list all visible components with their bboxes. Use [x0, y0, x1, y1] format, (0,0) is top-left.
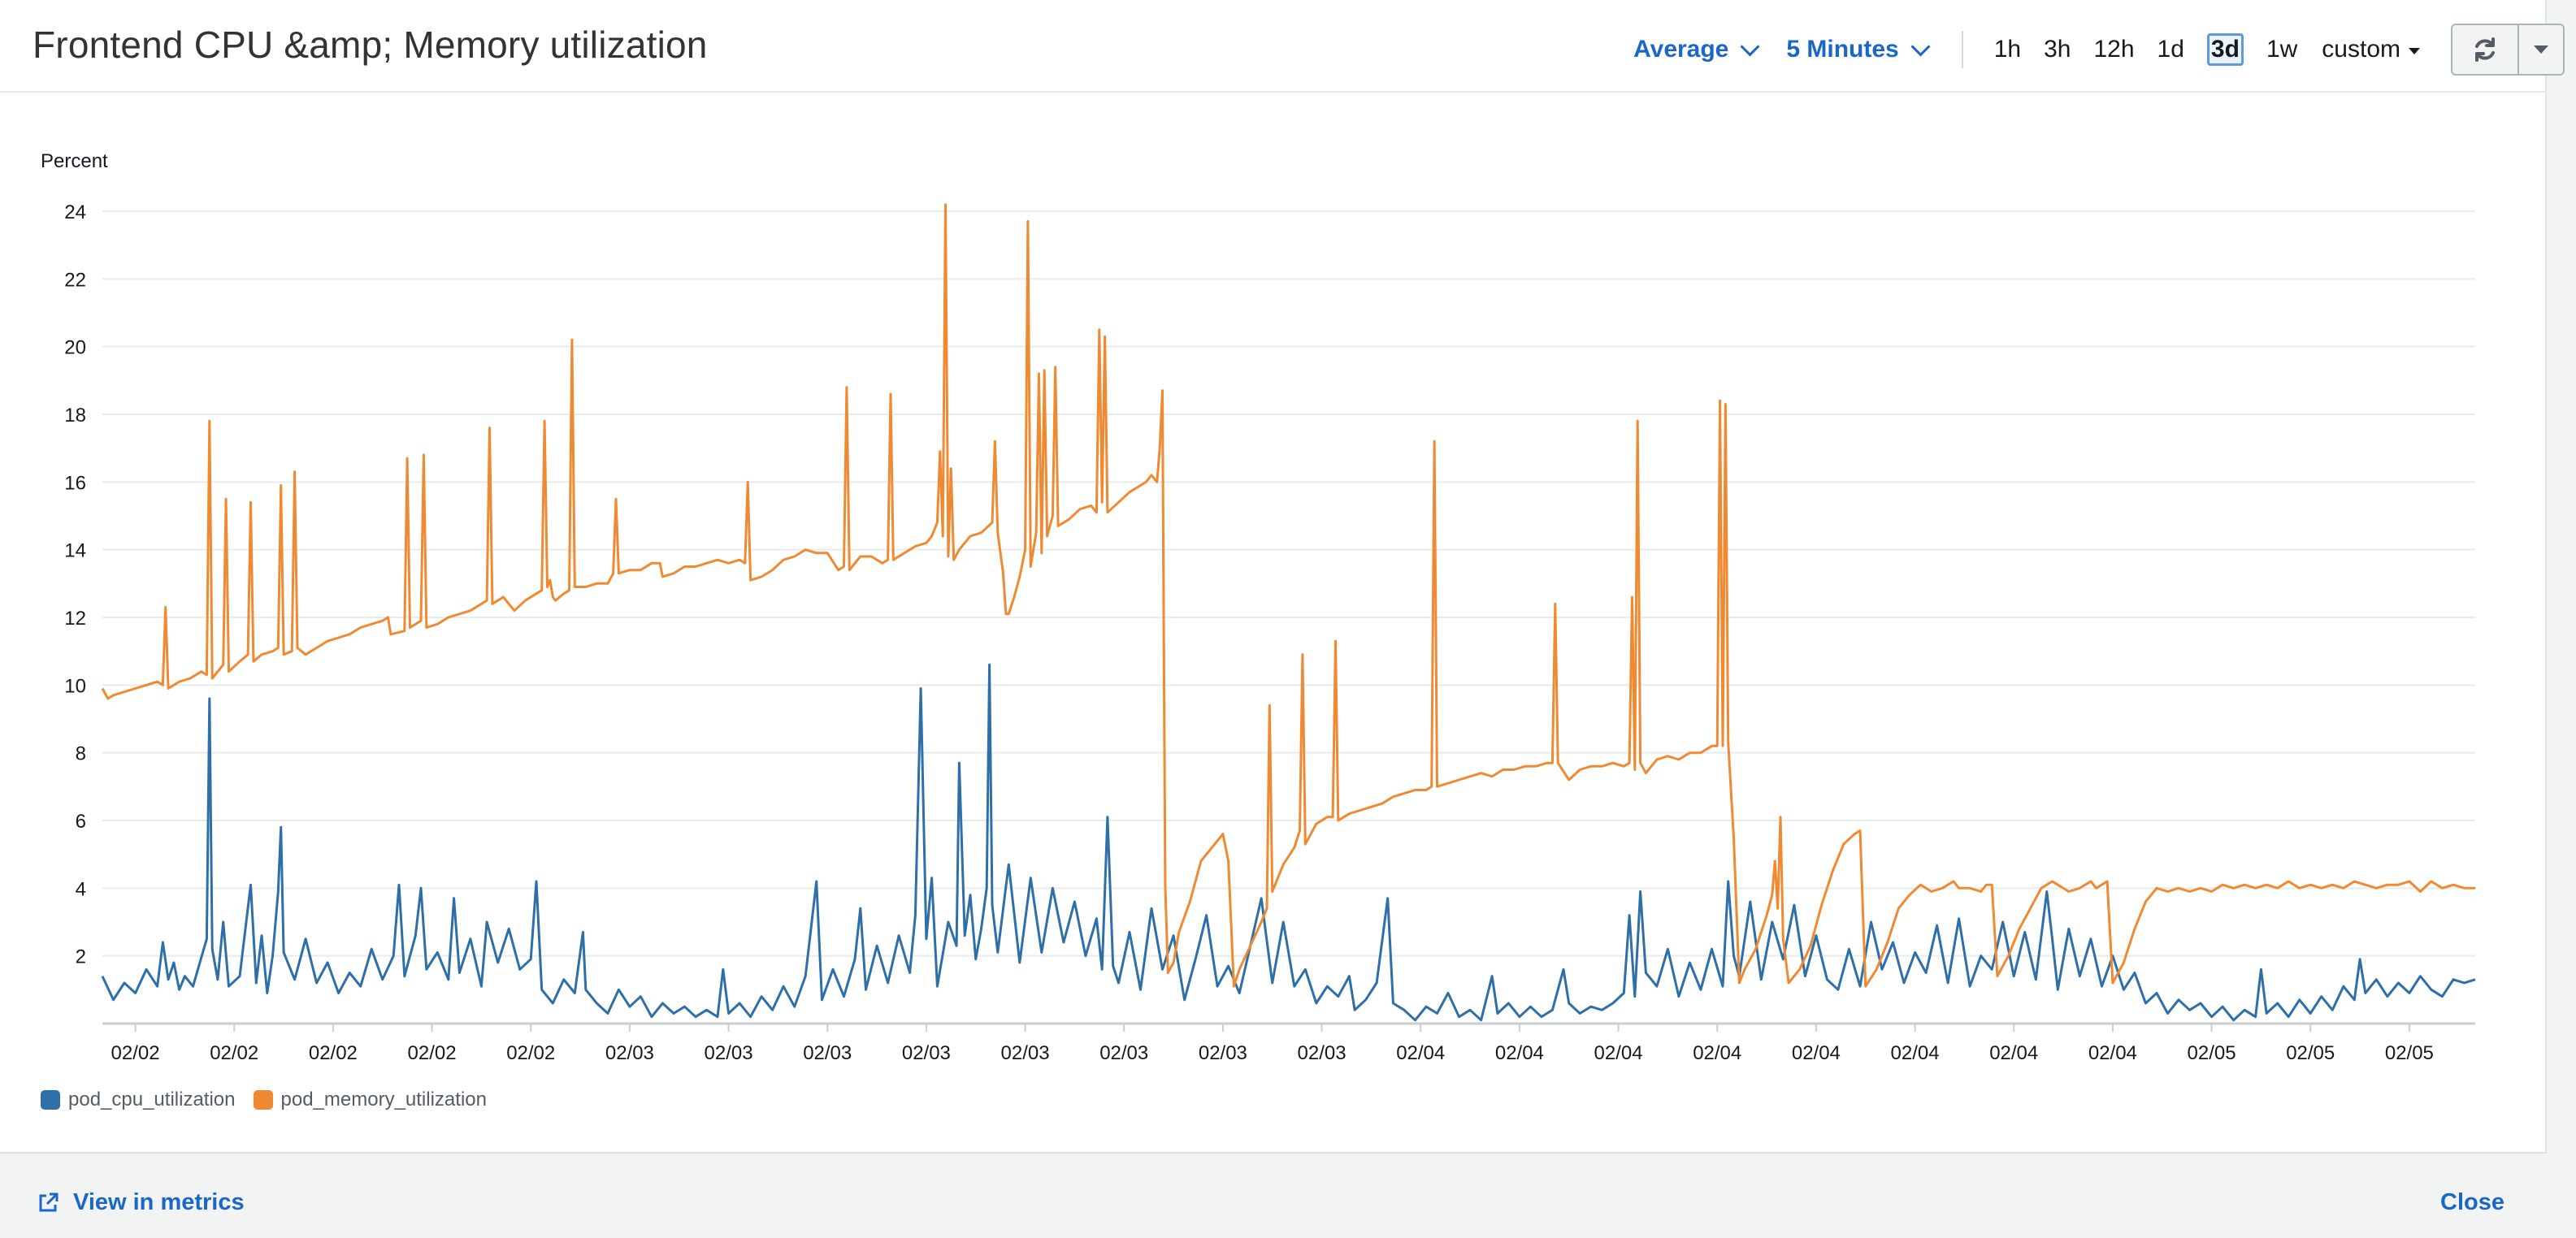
x-tick-label: 02/04: [1495, 1042, 1544, 1064]
close-button[interactable]: Close: [2440, 1189, 2504, 1215]
refresh-options-button[interactable]: [2519, 24, 2565, 76]
scrollbar-rail[interactable]: [2545, 0, 2576, 1238]
period-dropdown[interactable]: 5 Minutes: [1786, 36, 1931, 63]
chevron-down-icon: [1910, 36, 1931, 57]
range-1h[interactable]: 1h: [1993, 36, 2022, 63]
statistic-label: Average: [1633, 36, 1729, 63]
series-line-pod_memory_utilization: [101, 203, 2475, 988]
range-1d[interactable]: 1d: [2157, 36, 2184, 63]
range-3h[interactable]: 3h: [2044, 36, 2071, 63]
y-tick-label: 14: [64, 540, 86, 562]
x-tick-label: 02/04: [1693, 1042, 1741, 1064]
range-3d[interactable]: 3d: [2206, 33, 2244, 66]
refresh-button-group: [2451, 24, 2565, 76]
legend-item-memory[interactable]: pod_memory_utilization: [253, 1089, 487, 1111]
legend-label-cpu: pod_cpu_utilization: [68, 1089, 236, 1110]
legend-swatch-cpu: [41, 1090, 60, 1110]
widget-header: Frontend CPU &amp; Memory utilization Av…: [0, 0, 2565, 93]
x-tick-label: 02/04: [1792, 1042, 1841, 1064]
x-tick-label: 02/05: [2188, 1042, 2236, 1064]
legend-label-memory: pod_memory_utilization: [280, 1089, 487, 1110]
y-tick-label: 24: [64, 201, 86, 223]
x-tick-label: 02/04: [1891, 1042, 1940, 1064]
range-1w[interactable]: 1w: [2266, 36, 2298, 63]
x-tick-label: 02/03: [605, 1042, 654, 1064]
divider: [1961, 31, 1963, 68]
y-tick-label: 2: [76, 946, 86, 968]
chevron-down-icon: [1740, 36, 1760, 57]
widget-footer: View in metrics Close: [0, 1152, 2547, 1238]
period-label: 5 Minutes: [1786, 36, 1899, 63]
x-tick-label: 02/03: [1298, 1042, 1347, 1064]
legend-item-cpu[interactable]: pod_cpu_utilization: [41, 1089, 236, 1111]
refresh-icon: [2475, 37, 2495, 62]
x-tick-label: 02/02: [506, 1042, 555, 1064]
y-axis-label: Percent: [41, 150, 108, 172]
y-tick-label: 6: [76, 811, 86, 833]
x-tick-label: 02/03: [705, 1042, 753, 1064]
x-tick-label: 02/04: [2088, 1042, 2137, 1064]
y-tick-label: 4: [76, 878, 86, 900]
header-controls: Average 5 Minutes 1h 3h 12h 1d 3d 1w cus…: [1633, 21, 2565, 78]
statistic-dropdown[interactable]: Average: [1633, 36, 1760, 63]
y-tick-label: 12: [64, 608, 86, 630]
x-tick-label: 02/03: [1199, 1042, 1247, 1064]
x-tick-label: 02/03: [1001, 1042, 1050, 1064]
series-line-pod_cpu_utilization: [101, 663, 2476, 1022]
chart-legend: pod_cpu_utilization pod_memory_utilizati…: [41, 1089, 505, 1111]
legend-swatch-memory: [253, 1090, 273, 1110]
x-tick-label: 02/04: [1396, 1042, 1445, 1064]
x-tick-label: 02/03: [1099, 1042, 1148, 1064]
custom-label: custom: [2322, 36, 2400, 63]
x-tick-label: 02/03: [803, 1042, 852, 1064]
widget-title: Frontend CPU &amp; Memory utilization: [33, 24, 708, 66]
refresh-button[interactable]: [2451, 24, 2519, 76]
x-tick-label: 02/02: [309, 1042, 358, 1064]
custom-range-dropdown[interactable]: custom: [2322, 36, 2420, 63]
y-tick-label: 20: [64, 337, 86, 359]
x-tick-label: 02/03: [902, 1042, 951, 1064]
x-tick-label: 02/05: [2385, 1042, 2434, 1064]
range-12h[interactable]: 12h: [2093, 36, 2135, 63]
x-tick-label: 02/05: [2286, 1042, 2335, 1064]
x-tick-label: 02/04: [1594, 1042, 1643, 1064]
x-tick-label: 02/04: [1989, 1042, 2038, 1064]
y-tick-label: 18: [64, 405, 86, 426]
chart-area: Percent 2 4 6 8 10 12 14 16 18 20 22 24 02/02 02/02 02/…: [0, 138, 2547, 1105]
x-tick-label: 02/02: [210, 1042, 258, 1064]
y-tick-label: 16: [64, 472, 86, 494]
y-tick-label: 22: [64, 269, 86, 291]
y-tick-label: 8: [76, 743, 86, 765]
external-link-icon: [39, 1193, 59, 1211]
y-tick-label: 10: [64, 675, 86, 697]
x-tick-label: 02/02: [111, 1042, 160, 1064]
view-in-metrics-link[interactable]: View in metrics: [36, 1189, 245, 1216]
caret-down-icon: [2534, 45, 2548, 54]
x-tick-label: 02/02: [408, 1042, 457, 1064]
caret-down-icon: [2409, 48, 2420, 54]
view-in-metrics-label: View in metrics: [73, 1189, 245, 1215]
